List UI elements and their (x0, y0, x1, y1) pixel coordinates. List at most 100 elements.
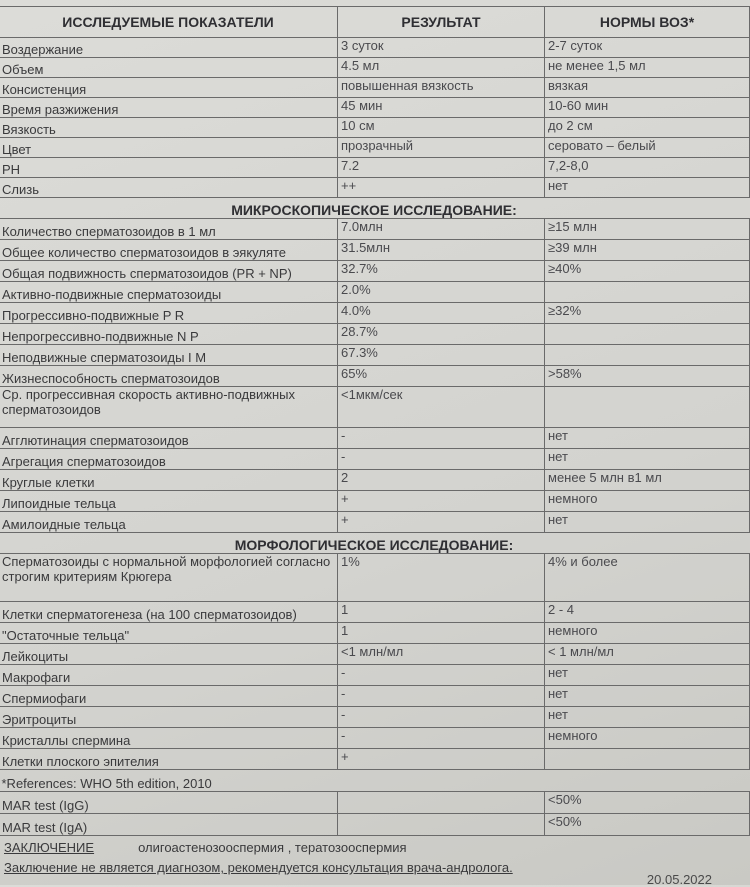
table-row: Вязкость 10 см до 2 см (0, 117, 750, 138)
norm-value: 7,2-8,0 (544, 157, 750, 178)
norm-value: нет (544, 177, 750, 198)
table-row: Макрофаги - нет (0, 664, 750, 686)
result-value: 4.0% (337, 302, 545, 324)
table-row: "Остаточные тельца" 1 немного (0, 622, 750, 644)
norm-value: нет (544, 664, 750, 686)
norm-value: немного (544, 622, 750, 644)
indicator-name: Липоидные тельца (0, 490, 338, 512)
indicator-name: Объем (0, 57, 338, 78)
conclusion-label: ЗАКЛЮЧЕНИЕ (4, 840, 95, 855)
norm-value: немного (544, 490, 750, 512)
norm-value: вязкая (544, 77, 750, 98)
table-row: Липоидные тельца + немного (0, 490, 750, 512)
indicator-name: Цвет (0, 137, 338, 158)
norm-value: ≥40% (544, 260, 750, 282)
norm-value: 4% и более (544, 553, 750, 602)
table-row: Время разжижения 45 мин 10-60 мин (0, 97, 750, 118)
indicator-name: Агглютинация сперматозоидов (0, 427, 338, 449)
table-row: Непрогрессивно-подвижные N P 28.7% (0, 323, 750, 345)
indicator-name: Слизь (0, 177, 338, 198)
table-row: Ср. прогрессивная скорость активно-подви… (0, 386, 750, 428)
table-row: Количество сперматозоидов в 1 мл 7.0млн ≥1… (0, 218, 750, 240)
result-value: <1 млн/мл (337, 643, 545, 665)
indicator-name: Агрегация сперматозоидов (0, 448, 338, 470)
norm-value: >58% (544, 365, 750, 387)
norm-value: 2 - 4 (544, 601, 750, 623)
result-value: + (337, 490, 545, 512)
table-row: Клетки сперматогенеза (на 100 сперматозо… (0, 601, 750, 623)
indicator-name: Лейкоциты (0, 643, 338, 665)
norm-value: менее 5 млн в1 мл (544, 469, 750, 491)
result-value: 2.0% (337, 281, 545, 303)
norm-value: ≥15 млн (544, 218, 750, 240)
conclusion-value: олигоастенозооспермия , тератозооспермия (138, 840, 407, 855)
norm-value: нет (544, 448, 750, 470)
result-value: <1мкм/сек (337, 386, 545, 428)
result-value: - (337, 727, 545, 749)
result-value: 1 (337, 601, 545, 623)
indicator-name: MAR test (IgG) (0, 791, 338, 814)
result-value: прозрачный (337, 137, 545, 158)
table-row: Кристаллы спермина - немного (0, 727, 750, 749)
indicator-name: Время разжижения (0, 97, 338, 118)
result-value (337, 813, 545, 836)
result-value: + (337, 748, 545, 770)
result-value: - (337, 427, 545, 449)
result-value: 32.7% (337, 260, 545, 282)
table-row: Неподвижные сперматозоиды I M 67.3% (0, 344, 750, 366)
table-row: Сперматозоиды с нормальной морфологией с… (0, 553, 750, 602)
table-row: Агрегация сперматозоидов - нет (0, 448, 750, 470)
table-row: Клетки плоского эпителия + (0, 748, 750, 770)
result-value: 4.5 мл (337, 57, 545, 78)
table-row: Активно-подвижные сперматозоиды 2.0% (0, 281, 750, 303)
norm-value: серовато – белый (544, 137, 750, 158)
indicator-name: Клетки плоского эпителия (0, 748, 338, 770)
table-row: Объем 4.5 мл не менее 1,5 мл (0, 57, 750, 78)
indicator-name: Консистенция (0, 77, 338, 98)
table-row: Слизь ++ нет (0, 177, 750, 198)
norm-value: < 1 млн/мл (544, 643, 750, 665)
header-result: РЕЗУЛЬТАТ (337, 6, 545, 38)
table-row: Общая подвижность сперматозоидов (PR + N… (0, 260, 750, 282)
indicator-name: Активно-подвижные сперматозоиды (0, 281, 338, 303)
table-row: MAR test (IgA) <50% (0, 813, 750, 836)
indicator-name: "Остаточные тельца" (0, 622, 338, 644)
table-row: Спермиофаги - нет (0, 685, 750, 707)
header-norms: НОРМЫ ВОЗ* (544, 6, 750, 38)
norm-value: ≥39 млн (544, 239, 750, 261)
conclusion: ЗАКЛЮЧЕНИЕ олигоастенозооспермия , терато… (4, 840, 407, 855)
indicator-name: Сперматозоиды с нормальной морфологией с… (0, 553, 338, 602)
indicator-name: Прогрессивно-подвижные P R (0, 302, 338, 324)
norm-value: 2-7 суток (544, 37, 750, 58)
result-value: 1 (337, 622, 545, 644)
indicator-name: MAR test (IgA) (0, 813, 338, 836)
indicator-name: Общая подвижность сперматозоидов (PR + N… (0, 260, 338, 282)
norm-value: нет (544, 706, 750, 728)
table-row: Жизнеспособность сперматозоидов 65% >58% (0, 365, 750, 387)
norm-value: немного (544, 727, 750, 749)
table-header: ИССЛЕДУЕМЫЕ ПОКАЗАТЕЛИ РЕЗУЛЬТАТ НОРМЫ В… (0, 6, 750, 38)
result-value: 7.2 (337, 157, 545, 178)
report-date: 20.05.2022 (646, 872, 712, 887)
table-row: Консистенция повышенная вязкость вязкая (0, 77, 750, 98)
table-row: PH 7.2 7,2-8,0 (0, 157, 750, 178)
header-indicators: ИССЛЕДУЕМЫЕ ПОКАЗАТЕЛИ (0, 6, 338, 38)
table-row: Лейкоциты <1 млн/мл < 1 млн/мл (0, 643, 750, 665)
indicator-name: PH (0, 157, 338, 178)
table-row: Цвет прозрачный серовато – белый (0, 137, 750, 158)
norm-value: ≥32% (544, 302, 750, 324)
table-row: Воздержание 3 суток 2-7 суток (0, 37, 750, 58)
indicator-name: Спермиофаги (0, 685, 338, 707)
norm-value (544, 748, 750, 770)
disclaimer: Заключение не является диагнозом, рекоме… (4, 860, 513, 875)
results-table: ИССЛЕДУЕМЫЕ ПОКАЗАТЕЛИ РЕЗУЛЬТАТ НОРМЫ В… (0, 6, 750, 836)
indicator-name: Жизнеспособность сперматозоидов (0, 365, 338, 387)
indicator-name: Клетки сперматогенеза (на 100 сперматозо… (0, 601, 338, 623)
references-note: *References: WHO 5th edition, 2010 (0, 769, 750, 792)
table-row: Круглые клетки 2 менее 5 млн в1 мл (0, 469, 750, 491)
table-row: Агглютинация сперматозоидов - нет (0, 427, 750, 449)
result-value: 7.0млн (337, 218, 545, 240)
table-row: Общее количество сперматозоидов в эякуля… (0, 239, 750, 261)
norm-value: нет (544, 511, 750, 533)
result-value: - (337, 448, 545, 470)
